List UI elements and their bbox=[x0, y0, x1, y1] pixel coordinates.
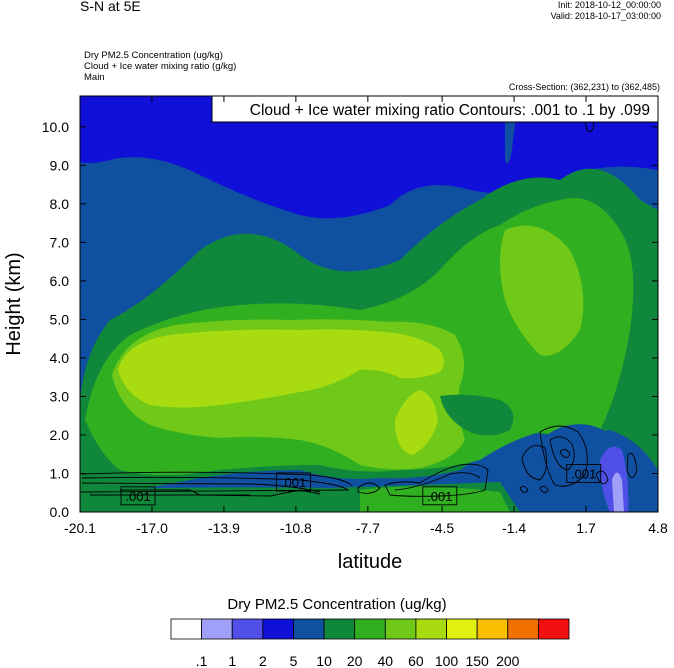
y-tick-label: 3.0 bbox=[50, 388, 70, 404]
contour-label-box bbox=[422, 486, 458, 506]
contour-band-60-right bbox=[500, 225, 584, 356]
colorbar-level-label: 10 bbox=[316, 653, 332, 668]
contour-band-20-inner bbox=[440, 394, 514, 436]
contour-band-100-lower bbox=[395, 390, 438, 455]
field-label-pm25: Dry PM2.5 Concentration (ug/kg) bbox=[84, 50, 223, 61]
cloud-ice-contour-lines bbox=[79, 118, 638, 497]
colorbar-swatch bbox=[262, 618, 294, 640]
x-tick-label: -13.9 bbox=[208, 520, 240, 536]
cross-section-label: Cross-Section: (362,231) to (362,485) bbox=[508, 82, 660, 92]
y-tick-label: 5.0 bbox=[50, 311, 70, 327]
colorbar-swatch bbox=[507, 618, 539, 640]
contour-label-box bbox=[566, 464, 602, 483]
y-tick-label: 8.0 bbox=[50, 196, 70, 212]
x-tick-label: 4.8 bbox=[648, 520, 668, 536]
colorbar-level-label: 100 bbox=[435, 653, 459, 668]
x-tick-label: -10.8 bbox=[280, 520, 312, 536]
colorbar-swatch bbox=[384, 618, 417, 640]
y-tick-label: 2.0 bbox=[50, 427, 70, 443]
y-tick-label: 10.0 bbox=[42, 119, 69, 135]
y-tick-label: 1.0 bbox=[50, 465, 70, 481]
contour-label: .001 bbox=[281, 475, 306, 490]
x-axis-label: latitude bbox=[338, 551, 403, 573]
colorbar-swatch bbox=[446, 618, 478, 640]
init-time: Init: 2018-10-12_00:00:00 bbox=[557, 0, 661, 10]
colorbar-swatch bbox=[537, 618, 570, 640]
contour-label: .001 bbox=[571, 466, 596, 481]
colorbar-swatch bbox=[170, 618, 203, 640]
contour-info-text: Cloud + Ice water mixing ratio Contours:… bbox=[250, 102, 650, 119]
y-axis: 0.0 1.0 2.0 3.0 4.0 5.0 6.0 7.0 8.0 9.0 10.0 bbox=[42, 119, 658, 520]
main-title: S-N at 5E bbox=[80, 0, 141, 14]
colorbar-swatch bbox=[354, 618, 386, 640]
colorbar-swatch bbox=[415, 618, 447, 640]
colorbar-swatch bbox=[293, 618, 325, 640]
contour-band-100 bbox=[118, 329, 444, 408]
contour-labels: .001 .001 .001 .001 bbox=[120, 464, 602, 506]
x-tick-label: -4.5 bbox=[430, 520, 454, 536]
contour-label: .001 bbox=[427, 489, 452, 504]
contour-label-box bbox=[120, 486, 156, 506]
colorbar-title: Dry PM2.5 Concentration (ug/kg) bbox=[227, 596, 447, 613]
colorbar-level-label: .1 bbox=[196, 653, 208, 668]
y-tick-label: 6.0 bbox=[50, 273, 70, 289]
y-tick-label: 9.0 bbox=[50, 157, 70, 173]
x-tick-label: -20.1 bbox=[64, 520, 96, 536]
valid-time: Valid: 2018-10-17_03:00:00 bbox=[550, 11, 661, 21]
x-tick-label: -1.4 bbox=[502, 520, 526, 536]
field-label-cloud: Cloud + Ice water mixing ratio (g/kg) bbox=[84, 61, 237, 72]
y-axis-label: Height (km) bbox=[3, 252, 25, 355]
contour-label-box bbox=[276, 472, 312, 492]
x-tick-label: 1.7 bbox=[576, 520, 596, 536]
contour-band-1 bbox=[612, 472, 624, 512]
contour-label: .001 bbox=[125, 489, 150, 504]
colorbar-swatch bbox=[201, 618, 233, 640]
colorbar-level-label: 200 bbox=[496, 653, 520, 668]
colorbar-swatch bbox=[323, 618, 356, 640]
colorbar-level-label: 1 bbox=[228, 653, 236, 668]
x-axis: -20.1 -17.0 -13.9 -10.8 -7.7 -4.5 -1.4 1.7 4.8 bbox=[64, 96, 668, 536]
y-tick-label: 0.0 bbox=[50, 504, 70, 520]
colorbar-level-label: 60 bbox=[408, 653, 424, 668]
colorbar-level-label: 40 bbox=[378, 653, 394, 668]
y-tick-label: 7.0 bbox=[50, 234, 70, 250]
colorbar-swatch bbox=[476, 618, 509, 640]
colorbar-level-label: 150 bbox=[465, 653, 489, 668]
colorbar-swatch bbox=[231, 618, 264, 640]
x-tick-label: -17.0 bbox=[136, 520, 168, 536]
filled-contours bbox=[80, 96, 658, 512]
colorbar: .1 1 2 5 10 20 40 60 100 150 200 bbox=[170, 618, 570, 668]
field-label-main: Main bbox=[84, 72, 105, 83]
colorbar-level-label: 20 bbox=[347, 653, 363, 668]
colorbar-level-label: 2 bbox=[259, 653, 267, 668]
contour-info-box: Cloud + Ice water mixing ratio Contours:… bbox=[211, 95, 659, 123]
colorbar-level-label: 5 bbox=[290, 653, 298, 668]
x-tick-label: -7.7 bbox=[356, 520, 380, 536]
y-tick-label: 4.0 bbox=[50, 350, 70, 366]
